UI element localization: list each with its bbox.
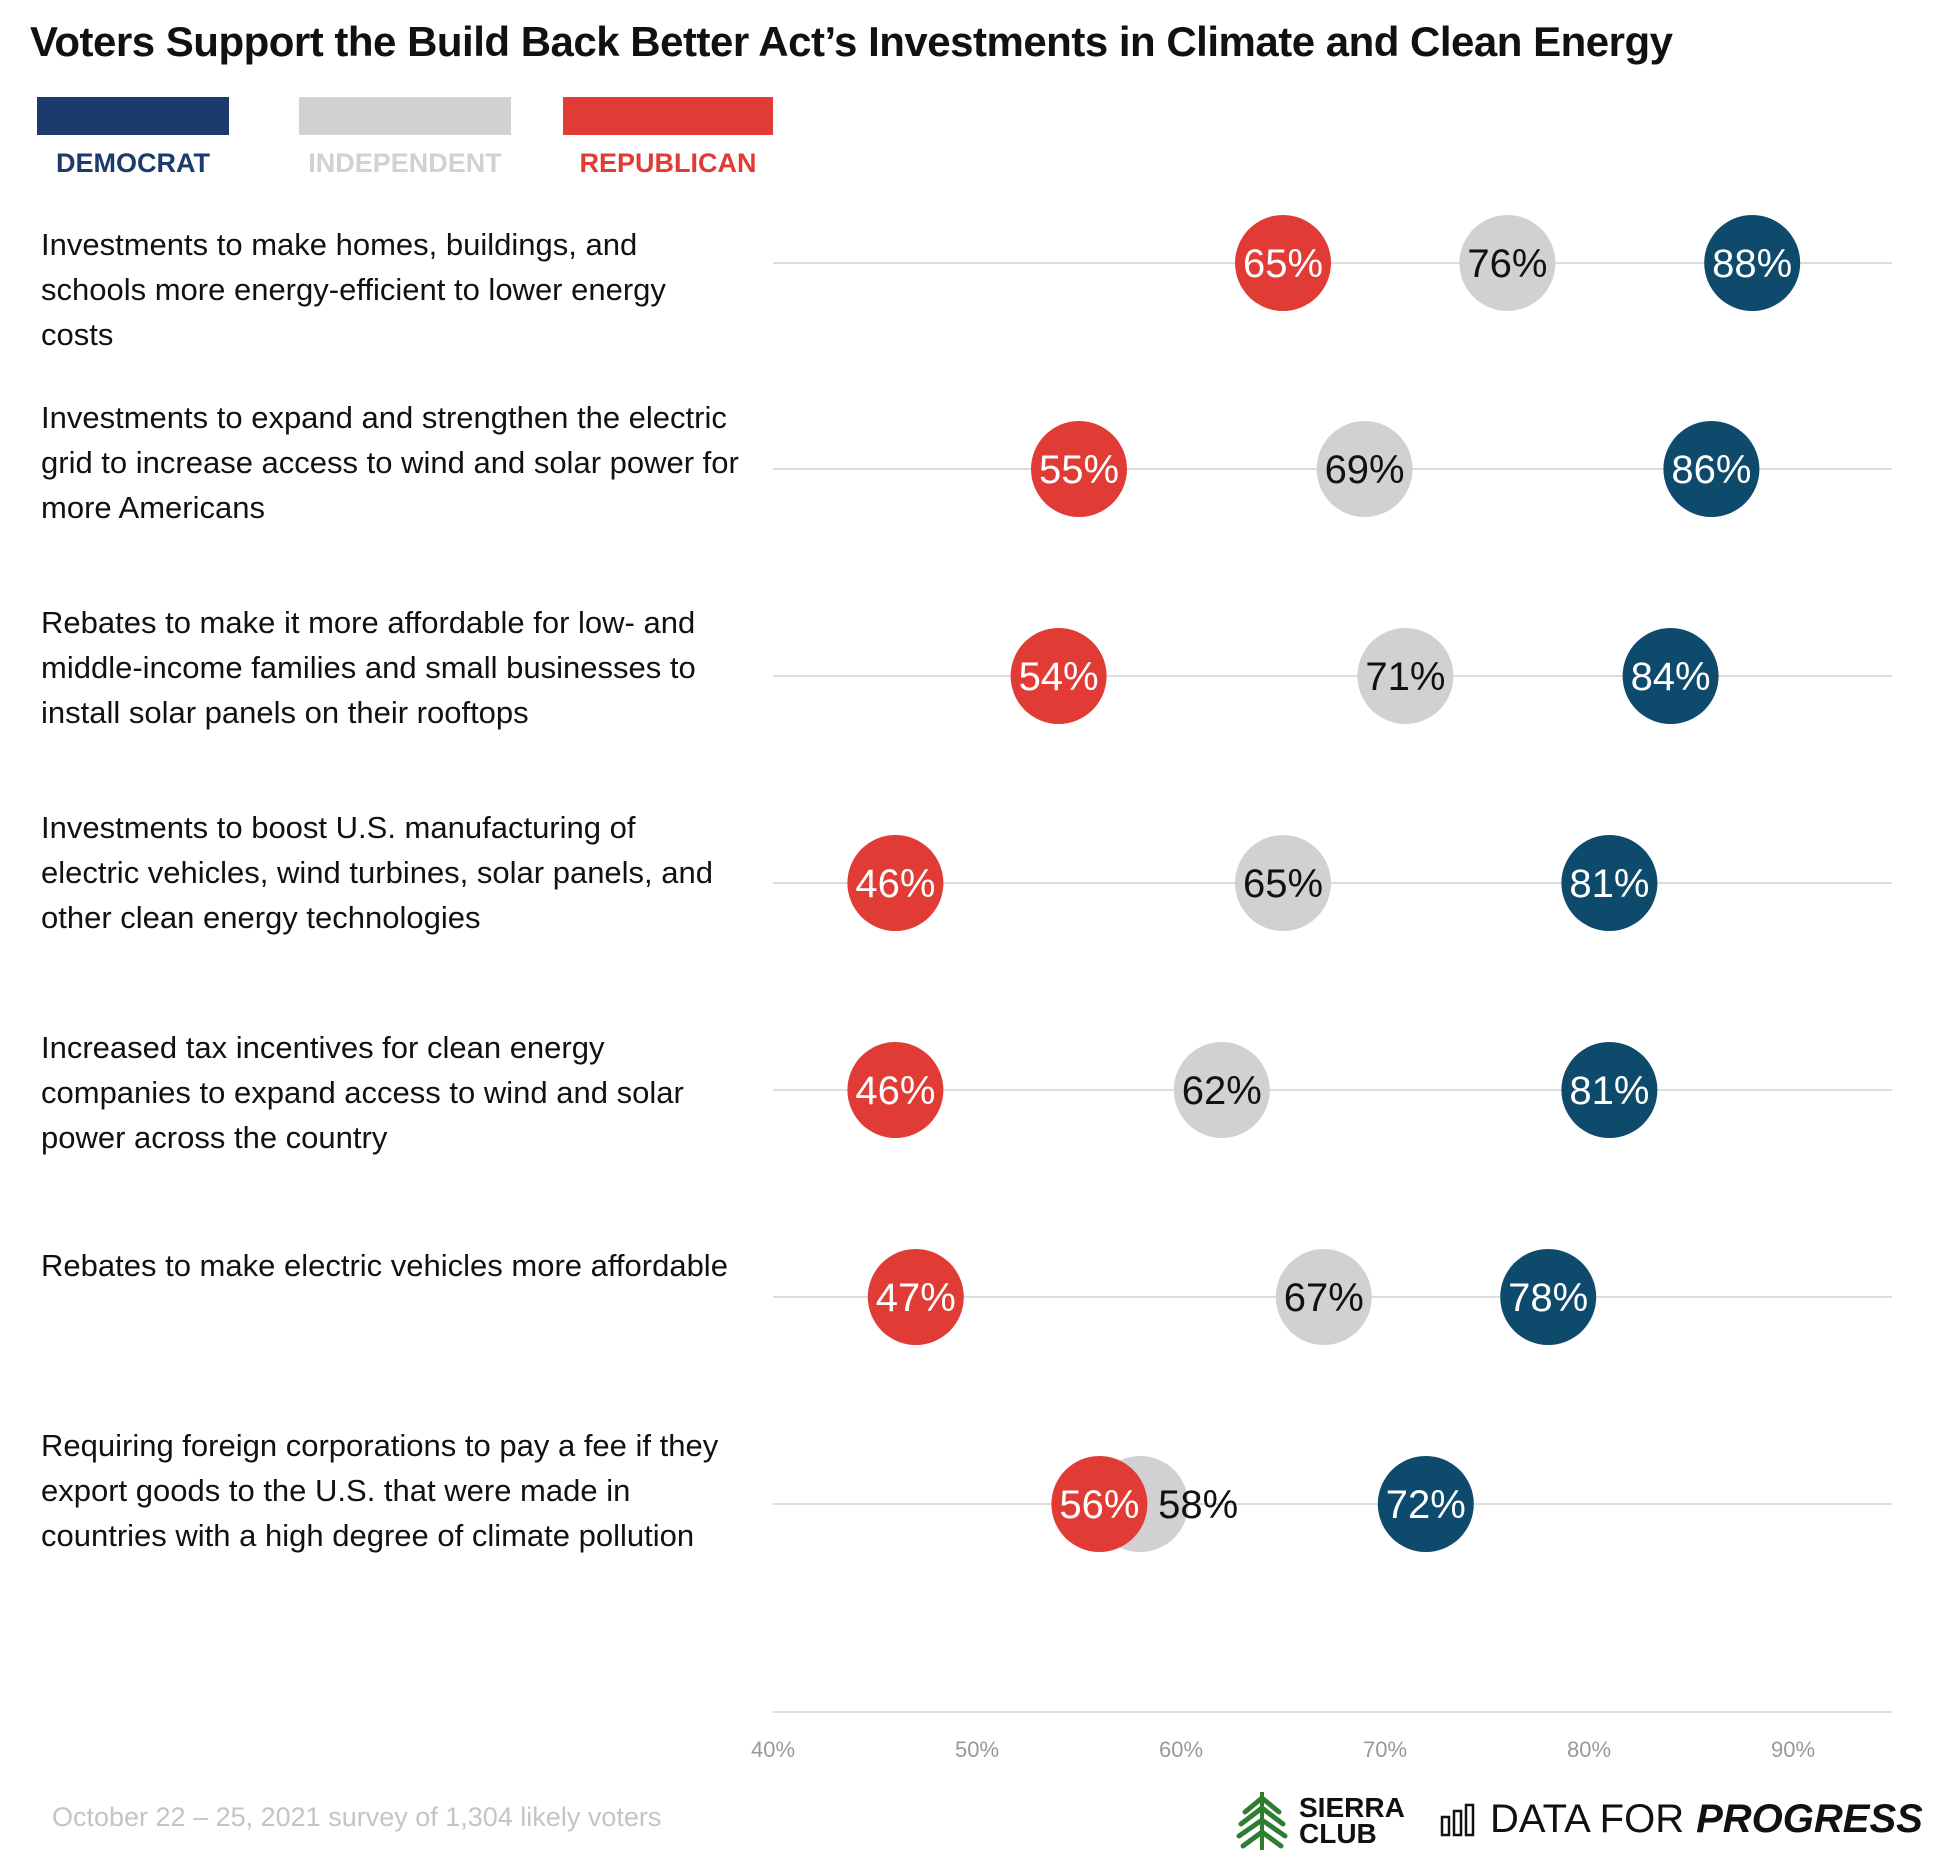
question-label: Investments to boost U.S. manufacturing … — [41, 810, 714, 935]
data-for-progress-logo: DATA FOR PROGRESS — [1440, 1797, 1923, 1842]
democrat-value-label: 88% — [1712, 242, 1792, 286]
republican-value-label: 54% — [1019, 655, 1099, 699]
republican-dot — [1051, 1456, 1148, 1552]
legend-swatch-independent — [299, 97, 511, 135]
question-label: Rebates to make it more affordable for l… — [41, 605, 696, 730]
sierra-club-line2: CLUB — [1299, 1818, 1377, 1849]
x-tick-label: 80% — [1567, 1737, 1611, 1762]
question-label: Investments to expand and strengthen the… — [41, 400, 739, 525]
republican-dot — [1010, 628, 1107, 724]
x-tick-label: 60% — [1159, 1737, 1203, 1762]
legend-label-democrat: DEMOCRAT — [56, 148, 210, 178]
sierra-club-logo: SIERRA CLUB — [1233, 1790, 1405, 1852]
republican-value-label: 55% — [1039, 448, 1119, 492]
democrat-value-label: 72% — [1386, 1483, 1466, 1527]
republican-dot — [847, 1042, 944, 1138]
independent-value-label: 71% — [1365, 655, 1445, 699]
democrat-value-label: 78% — [1508, 1276, 1588, 1320]
independent-dot — [1173, 1042, 1270, 1138]
chart-title: Voters Support the Build Back Better Act… — [30, 18, 1673, 65]
legend-label-independent: INDEPENDENT — [308, 148, 502, 178]
x-tick-label: 70% — [1363, 1737, 1407, 1762]
sierra-club-line1: SIERRA — [1299, 1792, 1405, 1823]
democrat-dot — [1704, 215, 1801, 311]
survey-footnote: October 22 – 25, 2021 survey of 1,304 li… — [52, 1802, 662, 1832]
legend-swatch-republican — [563, 97, 773, 135]
x-tick-label: 50% — [955, 1737, 999, 1762]
sierra-club-tree-icon — [1236, 1792, 1288, 1850]
democrat-dot — [1500, 1249, 1597, 1345]
dfp-text: DATA FOR — [1490, 1797, 1685, 1841]
republican-value-label: 56% — [1059, 1483, 1139, 1527]
democrat-dot — [1663, 421, 1760, 517]
independent-dot — [1459, 215, 1556, 311]
question-label: Rebates to make electric vehicles more a… — [41, 1248, 728, 1283]
republican-value-label: 65% — [1243, 242, 1323, 286]
question-label: Investments to make homes, buildings, an… — [41, 227, 666, 352]
democrat-value-label: 84% — [1631, 655, 1711, 699]
republican-value-label: 46% — [855, 1069, 935, 1113]
republican-value-label: 46% — [855, 862, 935, 906]
independent-value-label: 76% — [1467, 242, 1547, 286]
x-tick-label: 40% — [751, 1737, 795, 1762]
question-label: Requiring foreign corporations to pay a … — [41, 1428, 719, 1553]
democrat-dot — [1622, 628, 1719, 724]
democrat-dot — [1561, 835, 1658, 931]
independent-value-label: 65% — [1243, 862, 1323, 906]
independent-dot — [1235, 835, 1331, 931]
x-tick-label: 90% — [1771, 1737, 1815, 1762]
independent-value-label: 69% — [1325, 448, 1405, 492]
democrat-dot — [1561, 1042, 1658, 1138]
question-label: Increased tax incentives for clean energ… — [41, 1030, 684, 1155]
democrat-value-label: 81% — [1569, 862, 1649, 906]
democrat-value-label: 86% — [1671, 448, 1751, 492]
independent-value-label: 58% — [1158, 1483, 1238, 1527]
republican-dot — [847, 835, 944, 931]
independent-value-label: 67% — [1284, 1276, 1364, 1320]
republican-dot — [1031, 421, 1127, 517]
independent-dot — [1357, 628, 1454, 724]
legend-label-republican: REPUBLICAN — [579, 148, 757, 178]
republican-value-label: 47% — [876, 1276, 956, 1320]
independent-value-label: 62% — [1182, 1069, 1262, 1113]
republican-dot — [1235, 215, 1331, 311]
dfp-progress-text: PROGRESS — [1696, 1797, 1923, 1841]
republican-dot — [867, 1249, 964, 1345]
independent-dot — [1275, 1249, 1372, 1345]
democrat-value-label: 81% — [1569, 1069, 1649, 1113]
legend-swatch-democrat — [37, 97, 229, 135]
democrat-dot — [1377, 1456, 1474, 1552]
bar-chart-icon — [1440, 1803, 1475, 1836]
dot-plot: 40% 50% 60% 70% 80% 90% 76% 69% 71% 65% 62% 67% 58% 6… — [751, 215, 1892, 1762]
independent-dot — [1316, 421, 1413, 517]
